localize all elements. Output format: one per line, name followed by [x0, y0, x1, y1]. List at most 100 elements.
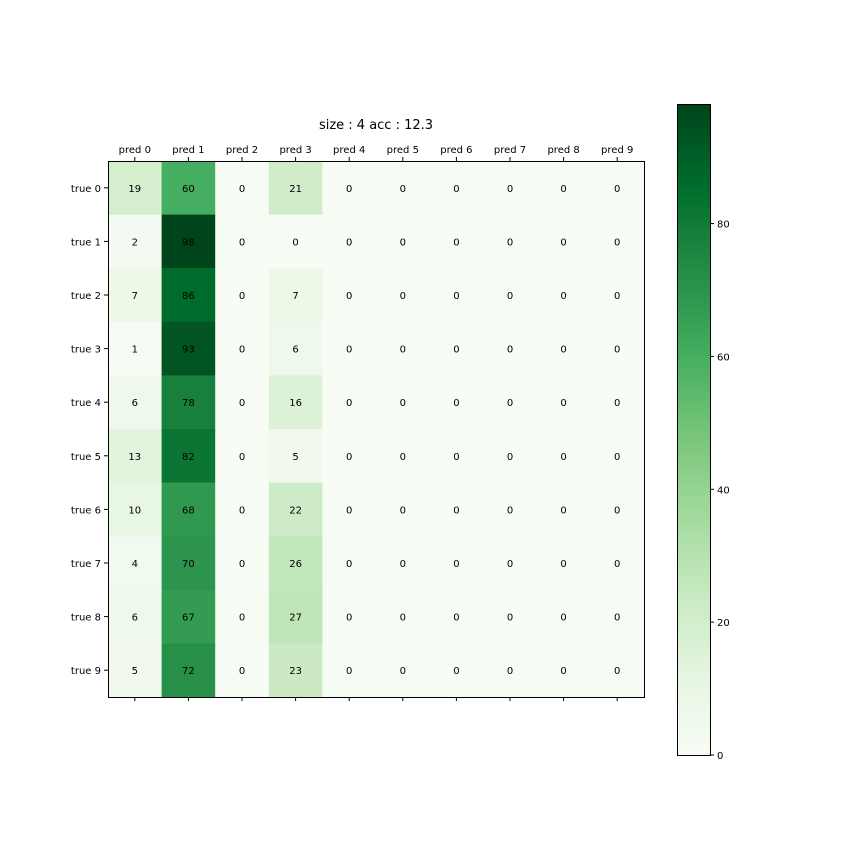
colorbar-tick-label: 60: [717, 352, 730, 363]
cell-value-label: 0: [346, 613, 352, 624]
cell-value-label: 5: [292, 452, 298, 463]
heatmap-cell: [376, 643, 431, 698]
cell-value-label: 0: [400, 452, 406, 463]
heatmap-cell: [322, 321, 377, 376]
cell-value-label: 0: [453, 666, 459, 677]
y-tick-label: true 7: [71, 559, 101, 570]
heatmap-cell: [322, 375, 377, 430]
cell-value-label: 72: [182, 666, 195, 677]
cell-value-label: 5: [132, 666, 138, 677]
colorbar: [677, 104, 711, 756]
heatmap-cell: [376, 536, 431, 591]
cell-value-label: 23: [289, 666, 302, 677]
heatmap-cell: [268, 482, 323, 537]
cell-value-label: 13: [128, 452, 141, 463]
heatmap-cell: [483, 375, 538, 430]
cell-value-label: 0: [346, 398, 352, 409]
heatmap-cell: [483, 536, 538, 591]
cell-value-label: 0: [239, 452, 245, 463]
heatmap-cell: [483, 429, 538, 484]
heatmap-cell: [376, 321, 431, 376]
y-tick-label: true 2: [71, 291, 101, 302]
y-tick-label: true 4: [71, 398, 101, 409]
heatmap-cell: [215, 536, 270, 591]
cell-value-label: 0: [560, 559, 566, 570]
x-tick-label: pred 3: [279, 145, 311, 156]
y-axis: true 0 true 1 true 2 true 3 true 4 true 5 true…: [71, 184, 108, 677]
chart-title: size : 4 acc : 12.3: [319, 118, 433, 133]
heatmap-cell: [590, 214, 645, 269]
heatmap-cell: [268, 536, 323, 591]
heatmap-cell: [590, 321, 645, 376]
heatmap-cell: [376, 429, 431, 484]
heatmap-cell: [590, 482, 645, 537]
cell-value-label: 0: [560, 291, 566, 302]
y-tick-label: true 9: [71, 666, 101, 677]
cell-value-label: 19: [128, 184, 141, 195]
x-tick-label: pred 9: [601, 145, 633, 156]
heatmap-cell: [429, 321, 484, 376]
heatmap-cell: [536, 161, 591, 216]
heatmap-cell: [215, 268, 270, 323]
heatmap-cell: [161, 321, 216, 376]
heatmap-cell: [322, 536, 377, 591]
heatmap-cell: [161, 536, 216, 591]
heatmap-cell: [215, 482, 270, 537]
cell-value-label: 0: [239, 291, 245, 302]
cell-value-label: 0: [239, 345, 245, 356]
cell-value-label: 0: [614, 291, 620, 302]
cell-value-label: 6: [132, 613, 138, 624]
cell-value-label: 10: [128, 505, 141, 516]
heatmap-cell: [590, 161, 645, 216]
heatmap-cell: [108, 375, 163, 430]
cell-value-label: 0: [239, 237, 245, 248]
heatmap-cell: [268, 375, 323, 430]
cell-value-label: 0: [346, 452, 352, 463]
cell-value-label: 60: [182, 184, 195, 195]
cell-value-label: 78: [182, 398, 195, 409]
heatmap-cell: [536, 536, 591, 591]
heatmap-cell: [590, 268, 645, 323]
heatmap-cell: [483, 482, 538, 537]
heatmap-cell: [215, 375, 270, 430]
heatmap-cell: [161, 482, 216, 537]
heatmap-cell: [536, 429, 591, 484]
heatmap-cell: [429, 375, 484, 430]
heatmap-cell: [215, 429, 270, 484]
x-tick-label: pred 4: [333, 145, 365, 156]
heatmap-cell: [161, 214, 216, 269]
cell-value-label: 0: [560, 452, 566, 463]
heatmap-cell: [215, 161, 270, 216]
cell-value-label: 0: [507, 452, 513, 463]
y-tick-label: true 0: [71, 184, 101, 195]
cell-value-label: 0: [400, 613, 406, 624]
heatmap-cell: [590, 589, 645, 644]
heatmap-cell: [322, 429, 377, 484]
heatmap-cell: [590, 643, 645, 698]
heatmap-cell: [376, 214, 431, 269]
cell-value-label: 0: [346, 559, 352, 570]
heatmap-cell: [483, 589, 538, 644]
cell-value-label: 0: [560, 613, 566, 624]
colorbar-tick-label: 80: [717, 220, 730, 231]
heatmap-cell: [483, 321, 538, 376]
heatmap-cell: [215, 321, 270, 376]
cell-value-label: 0: [560, 398, 566, 409]
cell-value-label: 0: [614, 345, 620, 356]
heatmap-cell: [376, 375, 431, 430]
cell-value-label: 6: [292, 345, 298, 356]
cell-value-label: 0: [560, 666, 566, 677]
heatmap-cell: [429, 643, 484, 698]
cell-value-label: 0: [507, 613, 513, 624]
x-tick-label: pred 1: [172, 145, 204, 156]
heatmap-cell: [483, 643, 538, 698]
x-tick-label: pred 2: [226, 145, 258, 156]
y-tick-label: true 6: [71, 505, 101, 516]
cell-value-label: 0: [453, 237, 459, 248]
heatmap-cell: [429, 536, 484, 591]
cell-value-label: 0: [346, 237, 352, 248]
cell-value-label: 0: [292, 237, 298, 248]
x-tick-label: pred 7: [494, 145, 526, 156]
cell-value-label: 0: [614, 559, 620, 570]
